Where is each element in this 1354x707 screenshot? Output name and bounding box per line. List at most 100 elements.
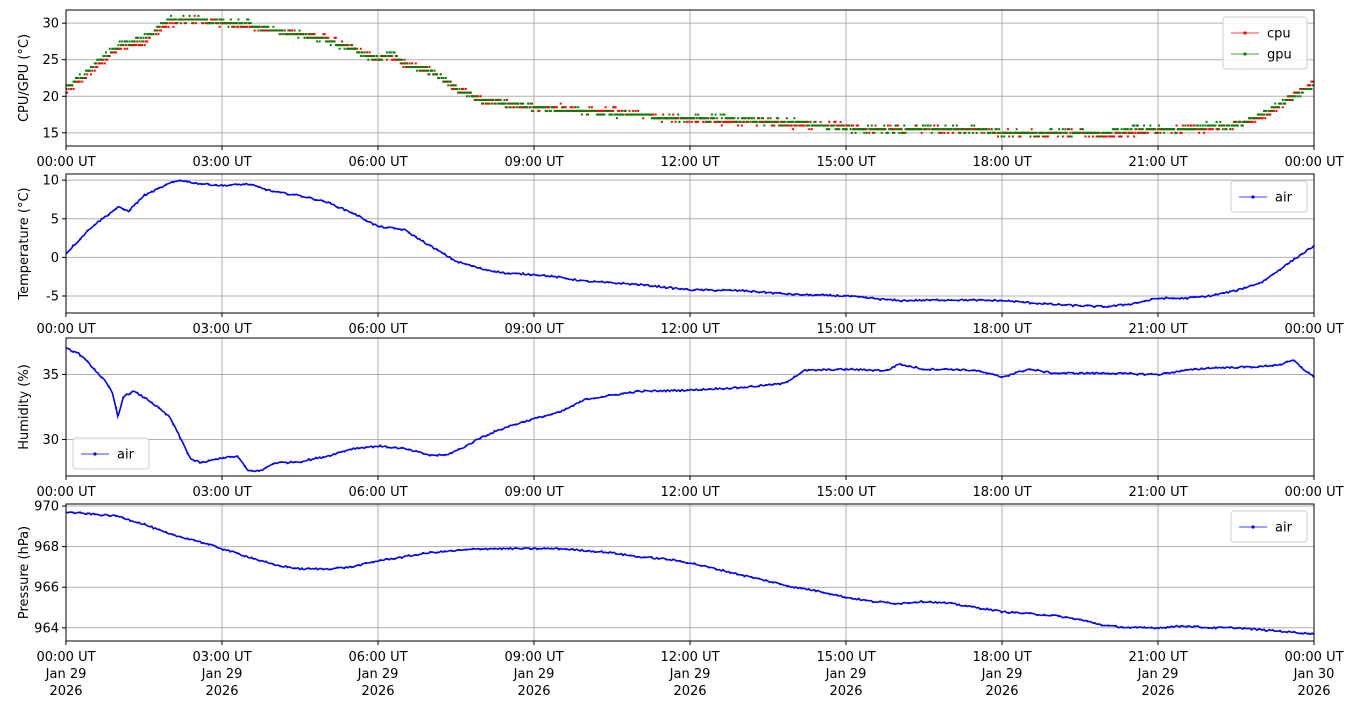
data-point: [686, 388, 689, 392]
data-point: [436, 248, 439, 251]
data-point: [999, 131, 1002, 134]
data-point: [730, 117, 733, 120]
data-point: [946, 131, 949, 134]
data-point: [587, 109, 590, 112]
data-point: [461, 91, 464, 94]
data-point: [1045, 135, 1048, 138]
data-point: [279, 565, 282, 568]
legend-marker: [1251, 195, 1255, 199]
data-point: [1180, 131, 1183, 134]
data-point: [392, 51, 395, 54]
data-point: [141, 40, 144, 43]
data-point: [1271, 629, 1275, 632]
data-point: [442, 80, 445, 83]
data-point: [1284, 102, 1287, 105]
data-point: [679, 559, 682, 563]
data-point: [364, 55, 367, 58]
data-point: [329, 201, 332, 205]
data-point: [1024, 131, 1027, 134]
data-point: [1129, 303, 1132, 306]
data-point: [351, 47, 354, 50]
data-point: [481, 98, 483, 101]
data-point: [786, 380, 789, 384]
data-point: [798, 120, 801, 123]
data-point: [865, 131, 868, 134]
x-tick-label: 00:00 UT: [36, 155, 95, 170]
data-point: [814, 369, 817, 372]
data-point: [476, 95, 479, 98]
data-point: [272, 562, 275, 566]
data-point: [1118, 131, 1121, 134]
data-point: [393, 557, 396, 561]
data-point: [770, 124, 773, 127]
data-point: [1299, 87, 1302, 90]
data-point: [462, 91, 465, 94]
data-point: [519, 102, 522, 105]
data-point: [293, 33, 296, 36]
x-tick-date-label: Jan 29: [513, 667, 555, 682]
data-point: [1116, 131, 1119, 134]
data-point: [257, 185, 260, 188]
data-point: [296, 33, 299, 36]
data-point: [807, 120, 810, 123]
data-point: [150, 525, 153, 528]
data-point: [1159, 128, 1162, 131]
data-point: [808, 124, 811, 127]
data-point: [500, 102, 503, 105]
data-point: [970, 124, 973, 127]
data-point: [1296, 91, 1299, 94]
data-point: [1214, 293, 1217, 296]
data-point: [980, 128, 983, 131]
data-point: [468, 95, 471, 98]
data-point: [1190, 128, 1193, 131]
data-point: [1079, 128, 1082, 131]
data-point: [381, 58, 384, 61]
data-point: [867, 124, 870, 127]
data-point: [1140, 128, 1143, 131]
data-point: [233, 22, 236, 25]
data-point: [128, 44, 131, 47]
data-point: [228, 22, 231, 25]
data-point: [789, 120, 792, 123]
data-point: [921, 299, 925, 302]
data-point: [1300, 632, 1303, 635]
data-point: [1141, 128, 1144, 131]
data-point: [621, 281, 625, 284]
data-point: [629, 554, 632, 557]
data-point: [983, 131, 986, 134]
data-point: [689, 117, 692, 120]
data-point: [168, 18, 171, 21]
data-point: [299, 33, 302, 36]
data-point: [179, 18, 182, 21]
data-point: [814, 124, 817, 127]
data-point: [713, 117, 716, 120]
grid: [65, 504, 1315, 641]
data-point: [186, 451, 189, 455]
data-point: [986, 131, 989, 134]
data-point: [209, 22, 212, 25]
data-point: [1093, 372, 1096, 375]
data-point: [236, 552, 239, 555]
data-point: [493, 547, 496, 550]
data-point: [602, 109, 605, 112]
data-point: [679, 288, 682, 291]
data-point: [293, 193, 296, 196]
data-point: [1014, 611, 1017, 614]
data-point: [1130, 128, 1133, 131]
data-point: [1143, 300, 1146, 303]
data-point: [802, 124, 805, 127]
data-point: [421, 551, 425, 555]
data-point: [1256, 113, 1259, 116]
data-point: [1299, 95, 1302, 98]
data-point: [341, 44, 344, 47]
data-point: [422, 66, 425, 69]
data-point: [1264, 117, 1267, 120]
data-point: [910, 128, 913, 131]
data-point: [93, 69, 96, 72]
data-point: [657, 557, 660, 560]
data-point: [474, 98, 477, 101]
data-point: [1070, 135, 1073, 138]
data-point: [1261, 117, 1264, 120]
data-point: [951, 131, 954, 134]
